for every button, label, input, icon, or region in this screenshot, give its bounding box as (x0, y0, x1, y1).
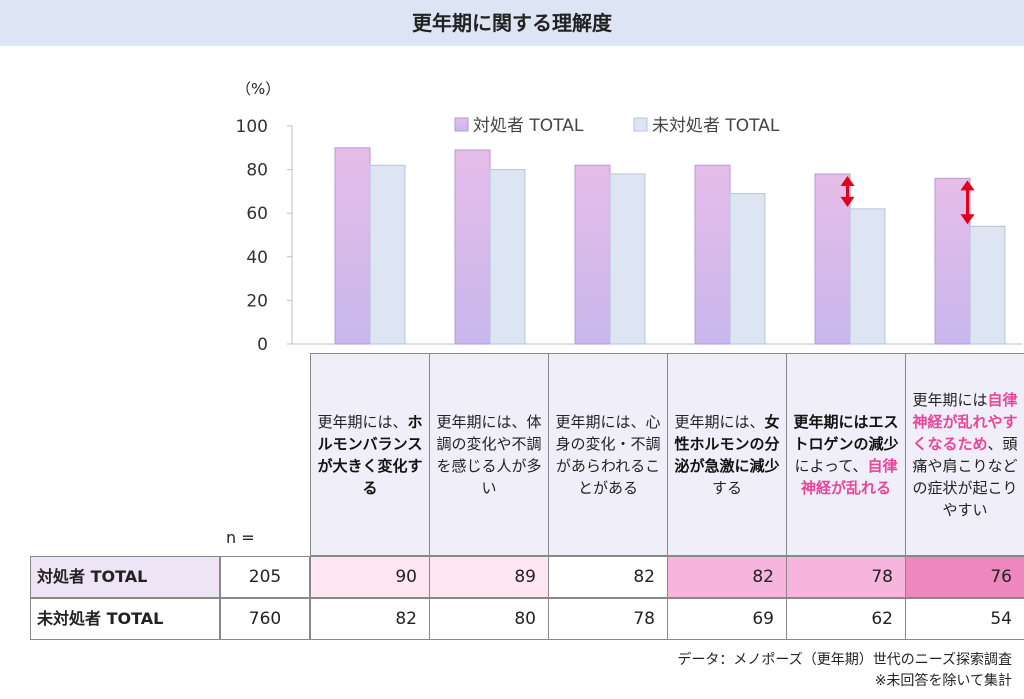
y-tick-label: 0 (257, 335, 268, 355)
column-header-text: 更年期には、体調の変化や不調を感じる人が多い (436, 412, 542, 497)
legend-label-untreated: 未対処者 TOTAL (652, 116, 780, 136)
n-label: n = (226, 528, 255, 547)
column-header: 更年期にはエストロゲンの減少によって、自律神経が乱れる (786, 353, 906, 556)
table-cell: 62 (786, 598, 906, 640)
column-header-text: 、頭痛や肩こりなどの症状が起こりやすい (912, 434, 1018, 519)
gap-arrow-head-down (840, 196, 855, 207)
gap-arrow-head-up (840, 175, 855, 186)
footnote-note: ※未回答を除いて集計 (874, 673, 1012, 689)
bar-untreated (969, 225, 1006, 345)
table-cell: 90 (310, 556, 430, 598)
column-header-text: 自律神経が乱れやすくなるため (912, 390, 1018, 453)
gap-arrow-head-down (960, 214, 975, 225)
bar-untreated (849, 208, 886, 345)
gap-arrow-head-up (960, 180, 975, 191)
bar-untreated (729, 193, 766, 345)
page-title: 更年期に関する理解度 (412, 11, 612, 35)
column-header: 更年期には、ホルモンバランスが大きく変化する (310, 353, 430, 556)
legend-swatch-treated (454, 117, 469, 132)
bar-treated (694, 164, 731, 345)
y-tick-label: 80 (246, 161, 268, 181)
table-cell: 82 (548, 556, 668, 598)
column-header-text: 更年期には、心身の変化・不調があらわれることがある (555, 412, 661, 497)
table-cell: 82 (310, 598, 430, 640)
y-tick-label: 60 (246, 204, 268, 224)
column-header-text: ホルモンバランスが大きく変化する (317, 412, 423, 497)
row-label: 対処者 TOTAL (30, 556, 220, 598)
y-tick-label: 100 (236, 117, 268, 137)
legend-label-treated: 対処者 TOTAL (473, 116, 584, 136)
table-cell: 78 (786, 556, 906, 598)
column-header: 更年期には、女性ホルモンの分泌が急激に減少する (667, 353, 787, 556)
table-cell: 78 (548, 598, 668, 640)
table-cell: 80 (429, 598, 549, 640)
column-header-text: 更年期には、 (674, 412, 765, 431)
column-header-text: 女性ホルモンの分泌が急激に減少 (674, 412, 780, 475)
column-header-text: によって、 (794, 456, 868, 475)
sample-size-cell: 760 (220, 598, 310, 640)
y-tick-label: 20 (246, 291, 268, 311)
bar-treated (934, 177, 971, 345)
column-header-text: 更年期には (912, 390, 988, 409)
sample-size-cell: 205 (220, 556, 310, 598)
bar-untreated (369, 164, 406, 345)
table-cell: 76 (905, 556, 1024, 598)
column-header: 更年期には、体調の変化や不調を感じる人が多い (429, 353, 549, 556)
column-header-text: 更年期にはエストロゲンの減少 (793, 412, 899, 453)
bar-chart: 0 20 40 60 80 100 対処者 TOTAL 未対処者 TOTAL (236, 116, 1022, 355)
source-note: データ：メノポーズ（更年期）世代のニーズ探索調査 (677, 652, 1012, 668)
column-header-text: する (711, 478, 742, 497)
table-cell: 89 (429, 556, 549, 598)
table-cell: 82 (667, 556, 787, 598)
y-unit-label: （%） (236, 80, 281, 98)
column-header: 更年期には、心身の変化・不調があらわれることがある (548, 353, 668, 556)
bar-treated (454, 149, 491, 345)
column-header: 更年期には自律神経が乱れやすくなるため、頭痛や肩こりなどの症状が起こりやすい (905, 353, 1024, 556)
title-band (0, 0, 1024, 46)
y-tick-label: 40 (246, 248, 268, 268)
bar-treated (574, 164, 611, 345)
bar-untreated (489, 169, 526, 345)
table-cell: 69 (667, 598, 787, 640)
column-header-text: 自律神経が乱れる (800, 456, 898, 497)
row-label: 未対処者 TOTAL (30, 598, 220, 640)
bar-treated (334, 147, 371, 345)
bar-untreated (609, 173, 646, 345)
column-header-text: 更年期には、 (317, 412, 408, 431)
table-cell: 54 (905, 598, 1024, 640)
legend-swatch-untreated (633, 117, 648, 132)
